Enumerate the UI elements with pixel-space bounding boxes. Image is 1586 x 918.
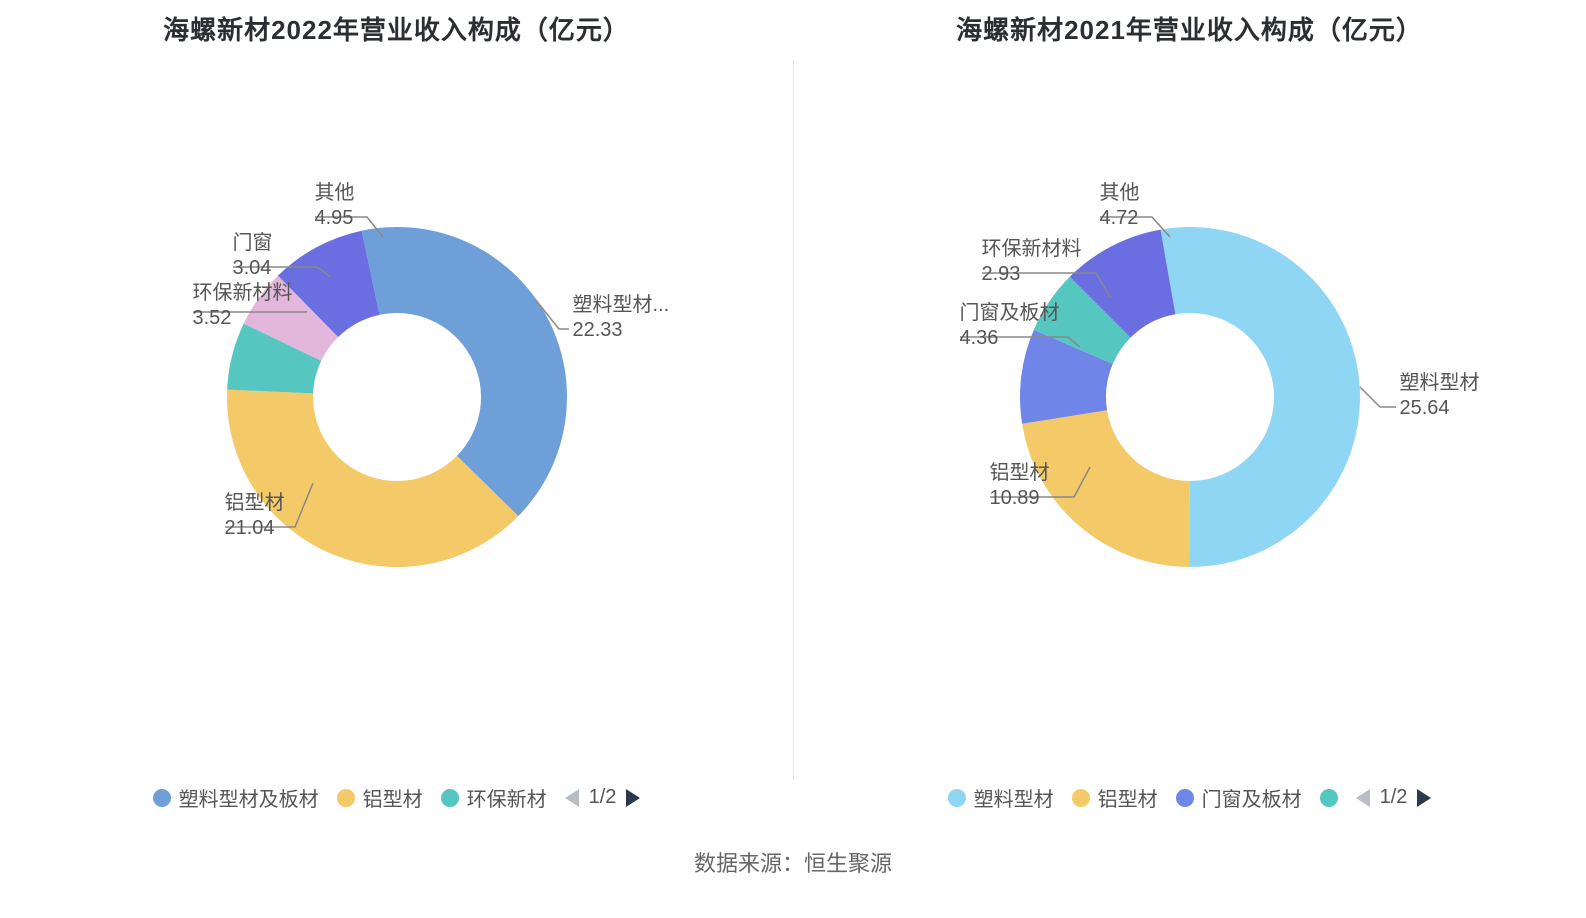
- slice-label-value: 3.04: [233, 256, 273, 281]
- legend-item[interactable]: 门窗及板材: [1176, 783, 1302, 812]
- pager-prev-icon[interactable]: [565, 789, 579, 807]
- slice-label-name: 门窗及板材: [960, 302, 1060, 324]
- source-label: 数据来源：: [694, 851, 804, 876]
- slice-label-value: 4.36: [960, 326, 1060, 351]
- slice-label: 环保新材料3.52: [193, 281, 293, 331]
- pager-prev-icon[interactable]: [1356, 789, 1370, 807]
- slice-label-name: 铝型材: [225, 492, 285, 514]
- legend-swatch: [337, 789, 355, 807]
- donut-chart-2021: 塑料型材25.64 铝型材10.89 门窗及板材4.36 环保新材料2.93 其他4.7…: [793, 67, 1586, 687]
- slice-label: 其他4.72: [1100, 181, 1140, 231]
- panel-2022: 海螺新材2022年营业收入构成（亿元） 塑料型材...22.33铝型材21.04…: [0, 0, 793, 840]
- pager-text: 1/2: [589, 786, 617, 809]
- slice-label-value: 21.04: [225, 516, 285, 541]
- data-source-footer: 数据来源：恒生聚源: [0, 846, 1586, 878]
- legend-label: 环保新材: [467, 783, 547, 812]
- donut-chart-2022: 塑料型材...22.33铝型材21.04环保新材料3.52门窗3.04其他4.9…: [0, 67, 793, 687]
- slice-label: 塑料型材25.64: [1400, 371, 1480, 421]
- label-leader: [1360, 387, 1396, 407]
- legend-item[interactable]: 塑料型材: [948, 783, 1054, 812]
- panel-2021: 海螺新材2021年营业收入构成（亿元） 塑料型材25.64铝型材10.89门窗及…: [793, 0, 1586, 840]
- slice-label-name: 门窗: [233, 232, 273, 254]
- legend-label: 门窗及板材: [1202, 783, 1302, 812]
- pager-next-icon[interactable]: [1417, 789, 1431, 807]
- charts-container: 海螺新材2022年营业收入构成（亿元） 塑料型材...22.33铝型材21.04…: [0, 0, 1586, 840]
- slice-label-value: 2.93: [982, 262, 1082, 287]
- legend-item[interactable]: 环保新材: [441, 783, 547, 812]
- legend-item[interactable]: 铝型材: [1072, 783, 1158, 812]
- slice-label-name: 塑料型材...: [573, 294, 670, 316]
- legend-2022: 塑料型材及板材 铝型材 环保新材 1/2: [0, 783, 793, 812]
- pager-next-icon[interactable]: [626, 789, 640, 807]
- slice-label-value: 25.64: [1400, 396, 1480, 421]
- slice-label: 门窗3.04: [233, 231, 273, 281]
- slice-label-value: 10.89: [990, 486, 1050, 511]
- slice-label-name: 其他: [1100, 182, 1140, 204]
- slice-label: 塑料型材...22.33: [573, 293, 670, 343]
- legend-item[interactable]: [1320, 789, 1338, 807]
- source-name: 恒生聚源: [804, 851, 892, 876]
- legend-swatch: [441, 789, 459, 807]
- legend-item[interactable]: 塑料型材及板材: [153, 783, 319, 812]
- slice-label: 其他4.95: [315, 181, 355, 231]
- legend-pager: 1/2: [1356, 786, 1432, 809]
- legend-label: 铝型材: [1098, 783, 1158, 812]
- slice-label-name: 铝型材: [990, 462, 1050, 484]
- slice-label-value: 3.52: [193, 306, 293, 331]
- slice-label-value: 22.33: [573, 318, 670, 343]
- slice-label: 铝型材10.89: [990, 461, 1050, 511]
- slice-label-name: 其他: [315, 182, 355, 204]
- legend-swatch: [1072, 789, 1090, 807]
- legend-item[interactable]: 铝型材: [337, 783, 423, 812]
- legend-2021: 塑料型材 铝型材 门窗及板材 1/2: [793, 783, 1586, 812]
- legend-swatch: [1320, 789, 1338, 807]
- legend-label: 塑料型材: [974, 783, 1054, 812]
- slice-label-name: 塑料型材: [1400, 372, 1480, 394]
- chart-title-2021: 海螺新材2021年营业收入构成（亿元）: [793, 10, 1586, 47]
- slice-label-value: 4.72: [1100, 206, 1140, 231]
- donut-slice[interactable]: [1160, 227, 1360, 567]
- slice-label-value: 4.95: [315, 206, 355, 231]
- slice-label: 铝型材21.04: [225, 491, 285, 541]
- chart-title-2022: 海螺新材2022年营业收入构成（亿元）: [0, 10, 793, 47]
- legend-label: 铝型材: [363, 783, 423, 812]
- legend-label: 塑料型材及板材: [179, 783, 319, 812]
- slice-label: 门窗及板材4.36: [960, 301, 1060, 351]
- legend-pager: 1/2: [565, 786, 641, 809]
- legend-swatch: [948, 789, 966, 807]
- pager-text: 1/2: [1380, 786, 1408, 809]
- slice-label-name: 环保新材料: [193, 282, 293, 304]
- legend-swatch: [1176, 789, 1194, 807]
- slice-label: 环保新材料2.93: [982, 237, 1082, 287]
- legend-swatch: [153, 789, 171, 807]
- slice-label-name: 环保新材料: [982, 238, 1082, 260]
